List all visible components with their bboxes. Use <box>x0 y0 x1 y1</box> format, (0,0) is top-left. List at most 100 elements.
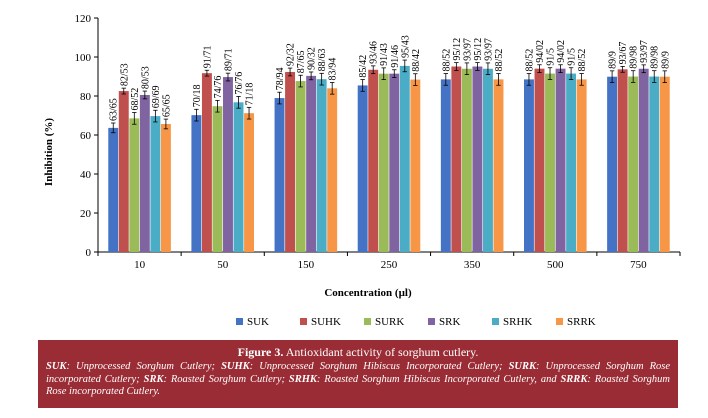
data-label: 83/94 <box>328 58 339 81</box>
y-tick-label: 0 <box>86 247 92 259</box>
data-label: 95/12 <box>452 38 463 61</box>
caption-abbr: SRK <box>143 373 164 385</box>
data-label: 80/53 <box>140 66 151 89</box>
caption-figure-number: Figure 3. <box>237 345 284 359</box>
y-tick-label: 80 <box>80 91 92 103</box>
caption-title-text: Antioxidant activity of sorghum cutlery. <box>283 345 479 359</box>
bar <box>129 118 140 252</box>
data-label: 91/5 <box>546 48 557 66</box>
caption-title: Figure 3. Antioxidant activity of sorghu… <box>46 345 670 359</box>
bar <box>482 68 493 252</box>
x-tick-label: 750 <box>630 259 647 271</box>
legend-swatch <box>428 318 435 325</box>
bar <box>212 106 223 252</box>
data-label: 74/76 <box>213 76 224 99</box>
y-tick-label: 120 <box>75 13 92 25</box>
caption-desc: : Unprocessed Sorghum Cutlery; <box>66 361 222 372</box>
bar <box>523 79 534 252</box>
legend-label: SURK <box>375 316 404 328</box>
bar <box>493 79 504 252</box>
legend-swatch <box>300 318 307 325</box>
legend-swatch <box>364 318 371 325</box>
bar <box>327 88 338 252</box>
bar <box>566 73 577 252</box>
x-tick-label: 50 <box>217 259 229 271</box>
data-label: 91/71 <box>202 45 213 68</box>
legend-label: SRK <box>439 316 460 328</box>
caption-abbr: SURK <box>508 361 536 372</box>
data-label: 69/69 <box>151 85 162 108</box>
data-label: 89/9 <box>608 51 619 69</box>
data-label: 82/53 <box>119 63 130 86</box>
bar <box>389 73 400 252</box>
y-tick-label: 40 <box>80 169 92 181</box>
bar <box>201 73 212 252</box>
bar <box>399 65 410 252</box>
bar <box>659 76 670 252</box>
bar <box>472 66 483 253</box>
data-label: 88/52 <box>524 49 535 72</box>
bar <box>576 79 587 252</box>
caption-desc: : Roasted Sorghum Hibiscus Incorporated … <box>316 373 561 385</box>
bar <box>440 79 451 252</box>
legend-swatch <box>492 318 499 325</box>
data-label: 91/46 <box>390 45 401 68</box>
data-label: 85/42 <box>358 55 369 78</box>
data-label: 89/71 <box>223 48 234 71</box>
data-label: 91/5 <box>567 48 578 66</box>
bar <box>306 75 317 252</box>
legend-swatch <box>556 318 563 325</box>
caption-desc: : Roasted Sorghum Cutlery; <box>163 373 289 385</box>
caption-abbr: SRHK <box>288 373 317 385</box>
bars <box>108 59 670 253</box>
bar <box>233 102 244 253</box>
y-tick-label: 60 <box>80 130 92 142</box>
bar <box>316 79 327 252</box>
y-axis-label: Inhibition (%) <box>43 118 55 186</box>
x-axis-label: Concentration (µl) <box>324 287 412 299</box>
bar <box>357 85 368 252</box>
bar <box>223 77 233 253</box>
figure-caption: Figure 3. Antioxidant activity of sorghu… <box>38 340 678 408</box>
data-label: 92/32 <box>286 43 297 66</box>
bar <box>295 81 306 253</box>
caption-abbr: SUHK <box>221 361 250 372</box>
data-label: 78/94 <box>275 67 286 90</box>
data-label: 93/97 <box>639 40 650 63</box>
caption-body: SUK: Unprocessed Sorghum Cutlery; SUHK: … <box>46 361 670 399</box>
x-tick-label: 250 <box>381 259 398 271</box>
bar <box>108 127 119 252</box>
legend: SUK SUHK SURK SRK SRHK SRRK <box>236 316 596 328</box>
x-axis: 10 50 150 250 350 500 750 <box>97 251 681 271</box>
caption-abbr: SUK <box>46 361 67 372</box>
data-label: 93/97 <box>462 38 473 61</box>
data-label: 88/52 <box>577 49 588 72</box>
data-label: 71/18 <box>245 83 256 106</box>
bar <box>118 91 129 252</box>
y-tick-label: 20 <box>80 208 92 220</box>
bar <box>191 115 202 252</box>
bar <box>607 76 618 252</box>
data-label: 63/65 <box>109 98 120 121</box>
x-tick-label: 500 <box>547 259 564 271</box>
bar <box>274 98 285 252</box>
data-label: 89/98 <box>650 46 661 69</box>
data-label: 88/63 <box>317 49 328 72</box>
data-label: 91/43 <box>379 43 390 66</box>
bar <box>617 69 628 252</box>
bar <box>378 73 389 252</box>
bar <box>628 76 639 252</box>
x-tick-label: 10 <box>134 259 146 271</box>
data-label: 65/65 <box>161 94 172 117</box>
data-label: 93/97 <box>483 38 494 61</box>
bar <box>534 68 545 252</box>
data-label: 88/42 <box>411 49 422 72</box>
bar <box>244 113 255 252</box>
y-tick-label: 100 <box>75 52 92 64</box>
bar <box>638 68 649 252</box>
data-label: 76/76 <box>234 72 245 95</box>
bar <box>160 123 171 252</box>
data-label: 95/12 <box>473 38 484 61</box>
x-tick-label: 150 <box>298 259 315 271</box>
